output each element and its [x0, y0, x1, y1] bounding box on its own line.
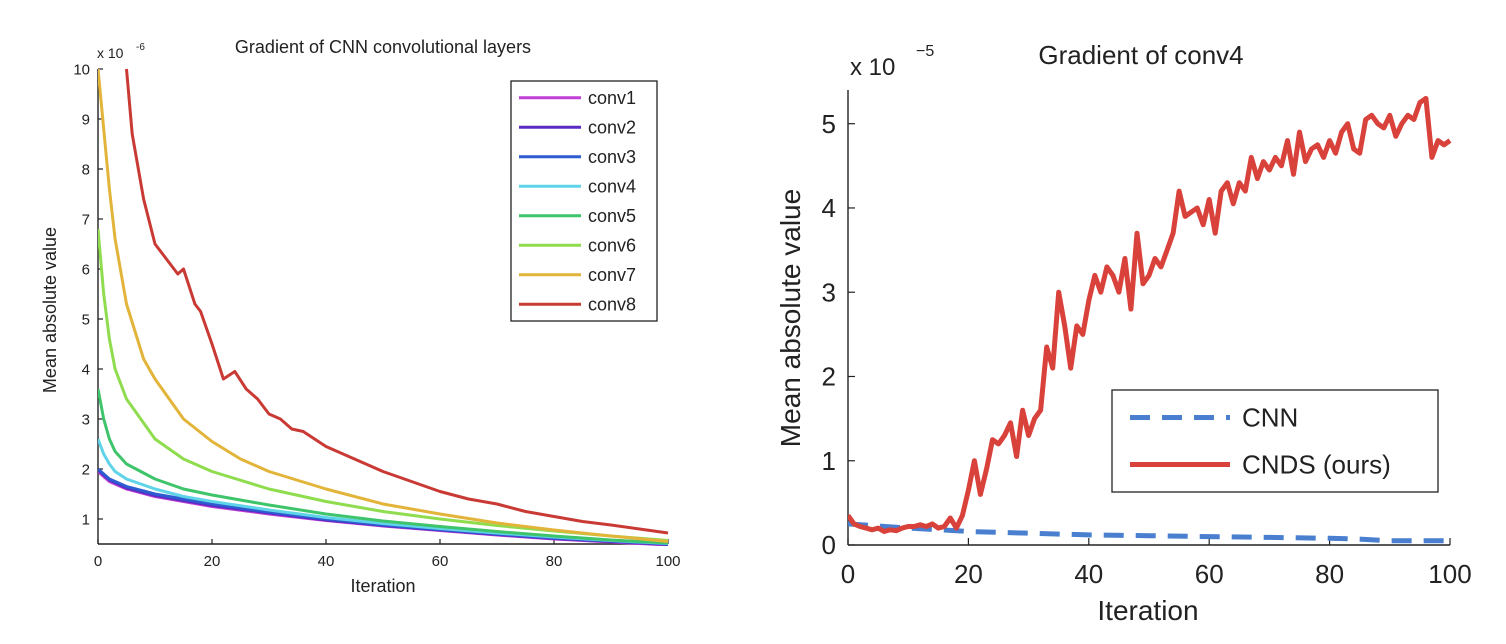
x-tick-label: 100 [655, 553, 680, 570]
x-tick-label: 100 [1428, 559, 1471, 589]
series-line-conv5 [98, 388, 669, 545]
legend-label: CNDS (ours) [1242, 450, 1391, 480]
left-y-scale-note: x 10 -6 [97, 42, 145, 61]
x-tick-label: 0 [94, 553, 102, 570]
x-tick-label: 40 [318, 553, 335, 570]
x-tick-label: 80 [1315, 559, 1344, 589]
y-tick-label: 1 [822, 446, 836, 476]
y-tick-label: 5 [822, 109, 836, 139]
legend-label: conv6 [588, 236, 636, 256]
legend-label: conv1 [588, 88, 636, 108]
y-tick-label: 8 [82, 161, 90, 178]
right-y-scale-exponent: −5 [916, 43, 934, 60]
y-tick-label: 7 [82, 211, 90, 228]
series-line-conv7 [98, 68, 669, 543]
y-tick-label: 9 [82, 111, 90, 128]
y-tick-label: 2 [82, 461, 90, 478]
right-plot-area: 0 20 40 60 80 100 0 1 2 3 4 5 [822, 90, 1472, 589]
legend-box [510, 80, 658, 322]
right-y-scale-note: x 10 −5 [850, 43, 934, 81]
legend-label: conv8 [588, 295, 636, 315]
x-tick-label: 20 [204, 553, 221, 570]
y-tick-label: 6 [82, 261, 90, 278]
series-line-conv6 [98, 228, 669, 542]
left-plot-area: 0 20 40 60 80 100 1 2 3 4 5 6 7 8 9 10 [73, 61, 680, 570]
left-gradient-chart: Gradient of CNN convolutional layers x 1… [40, 37, 681, 596]
left-y-scale-exponent: -6 [136, 42, 145, 53]
right-chart-title: Gradient of conv4 [1038, 40, 1243, 70]
legend-label: conv3 [588, 147, 636, 167]
legend-label: conv4 [588, 177, 636, 197]
left-y-axis-label: Mean absolute value [40, 227, 60, 393]
series-line-cnn [848, 521, 1450, 544]
legend-box [1111, 389, 1439, 493]
legend-label: conv7 [588, 265, 636, 285]
y-tick-label: 3 [82, 411, 90, 428]
right-y-scale-base: x 10 [850, 54, 895, 81]
left-y-scale-base: x 10 [97, 45, 124, 61]
left-x-axis-label: Iteration [350, 576, 415, 596]
y-tick-label: 0 [822, 530, 836, 560]
legend-label: CNN [1242, 403, 1298, 433]
y-tick-label: 5 [82, 311, 90, 328]
left-legend: conv1 conv2 conv3 conv4 conv5 conv6 conv7 conv8 [510, 80, 658, 322]
legend-label: conv5 [588, 206, 636, 226]
right-y-axis-label: Mean absolute value [775, 189, 806, 447]
x-tick-label: 20 [954, 559, 983, 589]
series-line-conv8 [125, 68, 669, 535]
x-tick-label: 60 [432, 553, 449, 570]
y-tick-label: 2 [822, 362, 836, 392]
legend-label: conv2 [588, 118, 636, 138]
y-tick-label: 3 [822, 277, 836, 307]
y-tick-label: 1 [82, 511, 90, 528]
left-chart-title: Gradient of CNN convolutional layers [235, 37, 531, 57]
x-tick-label: 40 [1074, 559, 1103, 589]
y-tick-label: 4 [82, 361, 90, 378]
series-line-cnds-ours- [848, 95, 1452, 534]
right-legend: CNN CNDS (ours) [1111, 389, 1439, 493]
x-tick-label: 0 [841, 559, 855, 589]
y-tick-label: 4 [822, 193, 836, 223]
x-tick-label: 80 [546, 553, 563, 570]
x-tick-label: 60 [1195, 559, 1224, 589]
y-tick-label: 10 [73, 61, 90, 78]
right-x-axis-label: Iteration [1097, 595, 1198, 626]
